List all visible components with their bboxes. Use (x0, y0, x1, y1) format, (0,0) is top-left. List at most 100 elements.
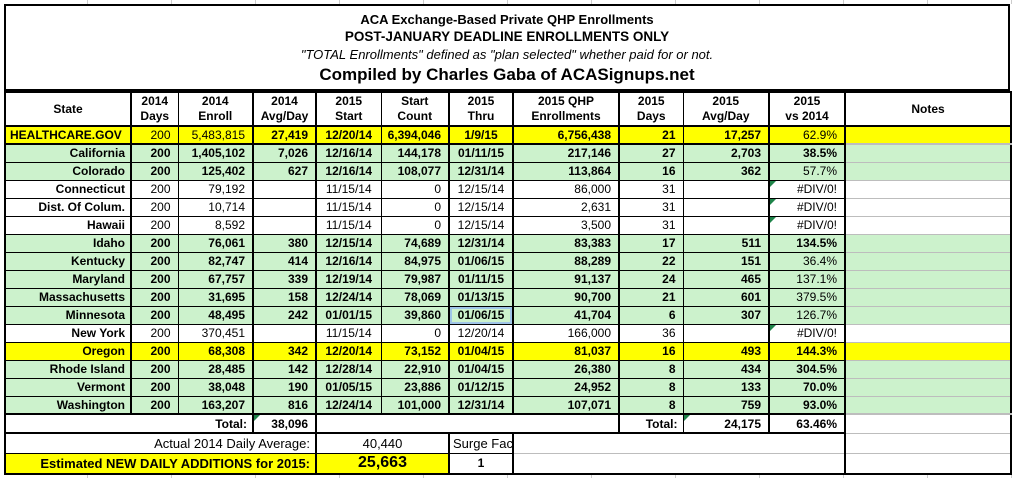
cell-days-2015[interactable]: 21 (619, 288, 684, 307)
cell-vs-2014[interactable]: 379.5% (769, 288, 846, 307)
cell-qhp-2015[interactable]: 86,000 (513, 180, 620, 199)
cell-avgday-2014[interactable]: 242 (253, 306, 317, 325)
cell-thru-2015[interactable]: 01/06/15 (449, 252, 514, 271)
cell-qhp-2015[interactable]: 217,146 (513, 144, 620, 163)
cell-avgday-2015[interactable]: 601 (683, 288, 770, 307)
cell-thru-2015[interactable]: 12/15/14 (449, 216, 514, 235)
cell-start-count[interactable]: 39,860 (381, 306, 450, 325)
col-header-vs-2014[interactable]: 2015 vs 2014 (769, 92, 846, 127)
cell-days-2015[interactable]: 8 (619, 396, 684, 415)
col-header-start-count[interactable]: Start Count (381, 92, 450, 127)
cell-start-2015[interactable]: 12/20/14 (316, 126, 382, 145)
cell-avgday-2014[interactable]: 158 (253, 288, 317, 307)
cell-avgday-2015[interactable]: 17,257 (683, 126, 770, 145)
cell-thru-2015[interactable]: 12/15/14 (449, 180, 514, 199)
cell-avgday-2014[interactable] (253, 180, 317, 199)
cell-avgday-2015[interactable]: 2,703 (683, 144, 770, 163)
cell-vs-2014[interactable]: 144.3% (769, 342, 846, 361)
cell-start-count[interactable]: 101,000 (381, 396, 450, 415)
cell-vs-2014[interactable]: #DIV/0! (769, 216, 846, 235)
cell-notes[interactable] (845, 288, 1012, 307)
cell-days-2014[interactable]: 200 (131, 306, 179, 325)
cell-avgday-2015[interactable] (683, 180, 770, 199)
cell-notes[interactable] (845, 324, 1012, 343)
cell-avgday-2014[interactable] (253, 198, 317, 217)
col-header-enroll-2014[interactable]: 2014 Enroll (178, 92, 254, 127)
cell-days-2014[interactable]: 200 (131, 378, 179, 397)
cell-state[interactable]: HEALTHCARE.GOV (5, 126, 132, 145)
notes-cell[interactable] (845, 453, 1012, 475)
cell-qhp-2015[interactable]: 90,700 (513, 288, 620, 307)
cell-days-2015[interactable]: 17 (619, 234, 684, 253)
cell-state[interactable]: Hawaii (5, 216, 132, 235)
cell-start-count[interactable]: 0 (381, 324, 450, 343)
cell-avgday-2014[interactable]: 627 (253, 162, 317, 181)
cell-state[interactable]: Oregon (5, 342, 132, 361)
cell-qhp-2015[interactable]: 88,289 (513, 252, 620, 271)
cell-vs-2014[interactable]: 36.4% (769, 252, 846, 271)
cell-notes[interactable] (845, 144, 1012, 163)
cell-enroll-2014[interactable]: 5,483,815 (178, 126, 254, 145)
cell-days-2014[interactable]: 200 (131, 252, 179, 271)
cell-enroll-2014[interactable]: 10,714 (178, 198, 254, 217)
cell-start-count[interactable]: 0 (381, 180, 450, 199)
cell-avgday-2015[interactable]: 759 (683, 396, 770, 415)
cell-thru-2015[interactable]: 01/12/15 (449, 378, 514, 397)
cell-start-count[interactable]: 79,987 (381, 270, 450, 289)
cell-avgday-2015[interactable]: 151 (683, 252, 770, 271)
cell-days-2014[interactable]: 200 (131, 234, 179, 253)
cell-start-count[interactable]: 74,689 (381, 234, 450, 253)
cell-avgday-2014[interactable]: 27,419 (253, 126, 317, 145)
cell-days-2015[interactable]: 27 (619, 144, 684, 163)
cell-days-2015[interactable]: 8 (619, 360, 684, 379)
cell-notes[interactable] (845, 126, 1012, 145)
cell-state[interactable]: Minnesota (5, 306, 132, 325)
cell-start-count[interactable]: 0 (381, 216, 450, 235)
cell-qhp-2015[interactable]: 3,500 (513, 216, 620, 235)
cell-avgday-2015[interactable] (683, 198, 770, 217)
cell-state[interactable]: Maryland (5, 270, 132, 289)
cell-vs-2014[interactable]: 38.5% (769, 144, 846, 163)
col-header-qhp-2015[interactable]: 2015 QHP Enrollments (513, 92, 620, 127)
cell-enroll-2014[interactable]: 1,405,102 (178, 144, 254, 163)
cell-start-2015[interactable]: 11/15/14 (316, 198, 382, 217)
cell-vs-2014[interactable]: 57.7% (769, 162, 846, 181)
col-header-thru-2015[interactable]: 2015 Thru (449, 92, 514, 127)
cell-start-2015[interactable]: 12/19/14 (316, 270, 382, 289)
cell-notes[interactable] (845, 162, 1012, 181)
cell-qhp-2015[interactable]: 41,704 (513, 306, 620, 325)
estimated-new-daily-additions-value[interactable]: 25,663 (316, 453, 450, 475)
cell-start-2015[interactable]: 12/20/14 (316, 342, 382, 361)
total-2015-avg-day-cell[interactable]: 24,175 (683, 414, 770, 434)
cell-qhp-2015[interactable]: 26,380 (513, 360, 620, 379)
cell-state[interactable]: Kentucky (5, 252, 132, 271)
cell-start-2015[interactable]: 01/05/15 (316, 378, 382, 397)
cell-days-2015[interactable]: 6 (619, 306, 684, 325)
cell-thru-2015[interactable]: 12/31/14 (449, 396, 514, 415)
cell-days-2015[interactable]: 16 (619, 162, 684, 181)
cell-state[interactable]: Massachusetts (5, 288, 132, 307)
cell-enroll-2014[interactable]: 28,485 (178, 360, 254, 379)
cell-vs-2014[interactable]: #DIV/0! (769, 198, 846, 217)
cell-avgday-2014[interactable]: 380 (253, 234, 317, 253)
cell-days-2014[interactable]: 200 (131, 126, 179, 145)
total-2014-avg-day-cell[interactable]: 38,096 (253, 414, 317, 434)
cell-thru-2015[interactable]: 01/04/15 (449, 360, 514, 379)
cell-qhp-2015[interactable]: 166,000 (513, 324, 620, 343)
cell-notes[interactable] (845, 216, 1012, 235)
cell-days-2015[interactable]: 31 (619, 180, 684, 199)
cell-start-2015[interactable]: 01/01/15 (316, 306, 382, 325)
cell-avgday-2015[interactable]: 362 (683, 162, 770, 181)
cell-notes[interactable] (845, 198, 1012, 217)
cell-state[interactable]: New York (5, 324, 132, 343)
cell-enroll-2014[interactable]: 68,308 (178, 342, 254, 361)
cell-thru-2015[interactable]: 01/04/15 (449, 342, 514, 361)
cell-vs-2014[interactable]: 134.5% (769, 234, 846, 253)
cell-state[interactable]: Colorado (5, 162, 132, 181)
selected-cell[interactable]: 01/06/15 (449, 306, 514, 325)
cell-qhp-2015[interactable]: 83,383 (513, 234, 620, 253)
cell-notes[interactable] (845, 180, 1012, 199)
cell-state[interactable]: Washington (5, 396, 132, 415)
cell-days-2015[interactable]: 31 (619, 198, 684, 217)
cell-avgday-2015[interactable] (683, 324, 770, 343)
